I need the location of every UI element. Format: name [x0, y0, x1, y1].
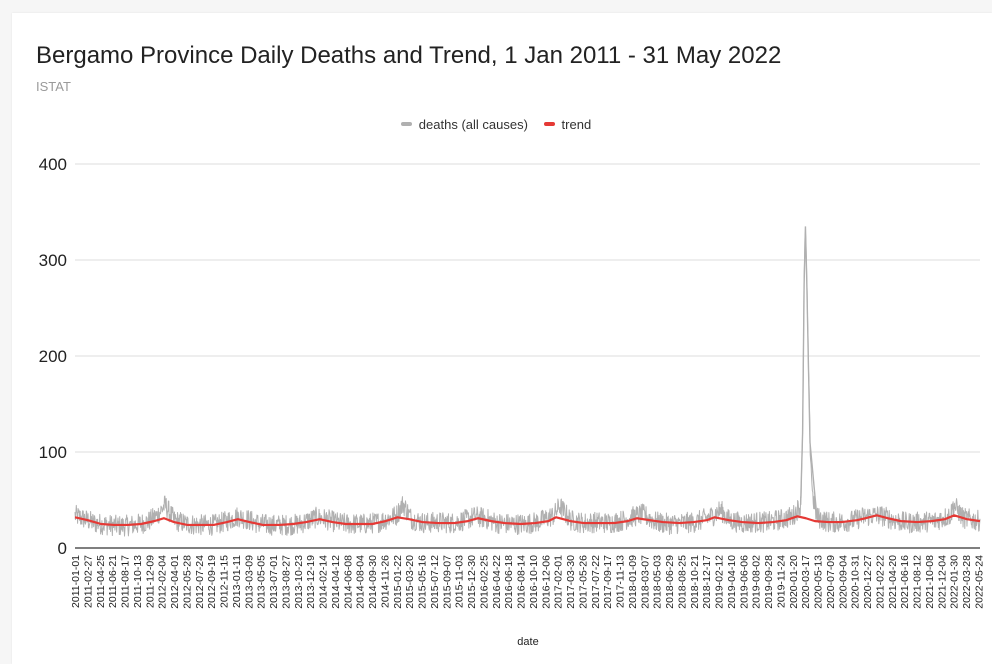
x-tick-label-40: 2017-03-30 [565, 555, 577, 609]
legend-label-deaths: deaths (all causes) [418, 116, 528, 132]
x-tick-label-28: 2015-05-16 [417, 555, 429, 609]
chart-subtitle: ISTAT [36, 79, 71, 94]
x-tick-label-24: 2014-09-30 [367, 555, 379, 609]
x-tick-label-12: 2012-11-15 [219, 555, 231, 608]
x-axis: 2011-01-01 2011-02-27 2011-04-25 2011-06-21… [70, 555, 985, 609]
x-tick-label-54: 2019-06-06 [738, 555, 750, 609]
x-tick-label-41: 2017-05-26 [577, 555, 589, 609]
legend-swatch-trend [543, 122, 555, 126]
x-tick-label-64: 2020-12-27 [862, 555, 874, 609]
x-tick-label-9: 2012-05-28 [181, 555, 193, 609]
x-tick-label-72: 2022-03-28 [961, 555, 973, 609]
x-tick-label-18: 2013-10-23 [293, 555, 305, 609]
x-tick-label-69: 2021-10-08 [924, 555, 936, 609]
x-tick-label-31: 2015-11-03 [454, 555, 466, 608]
x-tick-label-15: 2013-05-05 [256, 555, 268, 609]
x-tick-label-65: 2021-02-22 [874, 555, 886, 609]
x-tick-label-70: 2021-12-04 [936, 555, 948, 609]
x-tick-label-29: 2015-07-12 [429, 555, 441, 609]
x-tick-label-27: 2015-03-20 [404, 555, 416, 609]
x-tick-label-3: 2011-06-21 [107, 555, 119, 608]
x-tick-label-37: 2016-10-10 [528, 555, 540, 609]
y-tick-label-200: 200 [39, 347, 67, 366]
x-tick-label-4: 2011-08-17 [120, 555, 132, 608]
x-tick-label-42: 2017-07-22 [590, 555, 602, 609]
x-tick-label-47: 2018-05-03 [652, 555, 664, 609]
y-tick-label-100: 100 [39, 443, 67, 462]
series-line-trend [74, 514, 981, 527]
x-tick-label-55: 2019-08-02 [751, 555, 763, 609]
x-tick-label-57: 2019-11-24 [775, 555, 787, 608]
x-tick-label-26: 2015-01-22 [392, 555, 404, 609]
x-tick-label-30: 2015-09-07 [441, 555, 453, 609]
y-tick-label-0: 0 [58, 539, 67, 558]
series-line-deaths [74, 231, 981, 537]
x-tick-label-60: 2020-05-13 [813, 555, 825, 609]
x-tick-label-49: 2018-08-25 [676, 555, 688, 609]
x-tick-label-68: 2021-08-12 [912, 555, 924, 609]
series-peak-deaths [799, 226, 818, 518]
x-tick-label-45: 2018-01-09 [627, 555, 639, 609]
x-axis-title: date [517, 636, 538, 648]
x-tick-label-33: 2016-02-25 [478, 555, 490, 609]
x-tick-label-34: 2016-04-22 [491, 555, 503, 609]
x-tick-label-6: 2011-12-09 [144, 555, 156, 608]
x-tick-label-0: 2011-01-01 [70, 555, 82, 608]
x-tick-label-44: 2017-11-13 [615, 555, 627, 608]
x-tick-label-7: 2012-02-04 [157, 555, 169, 609]
x-tick-label-11: 2012-09-19 [206, 555, 218, 609]
y-tick-label-300: 300 [39, 251, 67, 270]
x-tick-label-23: 2014-08-04 [355, 555, 367, 609]
x-tick-label-52: 2019-02-12 [714, 555, 726, 609]
x-tick-label-10: 2012-07-24 [194, 555, 206, 609]
x-tick-label-38: 2016-12-06 [540, 555, 552, 609]
legend-swatch-deaths [400, 122, 412, 126]
x-tick-label-46: 2018-03-07 [639, 555, 651, 609]
x-tick-label-13: 2013-01-11 [231, 555, 243, 608]
x-tick-label-5: 2011-10-13 [132, 555, 144, 608]
chart-legend: deaths (all causes) trend [0, 114, 992, 132]
x-tick-label-17: 2013-08-27 [280, 555, 292, 609]
series-layer [74, 226, 981, 537]
x-tick-label-62: 2020-09-04 [837, 555, 849, 609]
chart-card [12, 13, 992, 664]
chart-title: Bergamo Province Daily Deaths and Trend,… [36, 42, 782, 69]
x-tick-label-43: 2017-09-17 [602, 555, 614, 609]
x-tick-label-14: 2013-03-09 [243, 555, 255, 609]
x-tick-label-19: 2013-12-19 [305, 555, 317, 609]
y-axis: 0 100 200 300 400 [39, 155, 67, 558]
gridlines [75, 163, 980, 549]
legend-item-trend[interactable]: trend [543, 116, 592, 132]
x-tick-label-53: 2019-04-10 [726, 555, 738, 609]
x-tick-label-73: 2022-05-24 [973, 555, 985, 609]
legend-item-deaths[interactable]: deaths (all causes) [400, 116, 528, 132]
x-tick-label-22: 2014-06-08 [342, 555, 354, 609]
legend-label-trend: trend [561, 116, 592, 132]
x-tick-label-51: 2018-12-17 [701, 555, 713, 609]
x-tick-label-63: 2020-10-31 [850, 555, 862, 609]
x-tick-label-36: 2016-08-14 [516, 555, 528, 609]
x-tick-label-25: 2014-11-26 [379, 555, 391, 608]
x-tick-label-39: 2017-02-01 [553, 555, 565, 609]
x-tick-label-58: 2020-01-20 [788, 555, 800, 609]
x-tick-label-67: 2021-06-16 [899, 555, 911, 609]
x-tick-label-16: 2013-07-01 [268, 555, 280, 609]
x-tick-label-66: 2021-04-20 [887, 555, 899, 609]
x-tick-label-48: 2018-06-29 [664, 555, 676, 609]
x-tick-label-20: 2014-02-14 [318, 555, 330, 609]
x-tick-label-35: 2016-06-18 [503, 555, 515, 609]
x-tick-label-71: 2022-01-30 [949, 555, 961, 609]
y-tick-label-400: 400 [39, 155, 67, 174]
x-tick-label-1: 2011-02-27 [82, 555, 94, 608]
x-tick-label-2: 2011-04-25 [95, 555, 107, 608]
x-tick-label-56: 2019-09-28 [763, 555, 775, 609]
x-tick-label-61: 2020-07-09 [825, 555, 837, 609]
x-tick-label-50: 2018-10-21 [689, 555, 701, 609]
x-tick-label-8: 2012-04-01 [169, 555, 181, 609]
x-tick-label-59: 2020-03-17 [800, 555, 812, 609]
x-tick-label-32: 2015-12-30 [466, 555, 478, 609]
x-tick-label-21: 2014-04-12 [330, 555, 342, 609]
